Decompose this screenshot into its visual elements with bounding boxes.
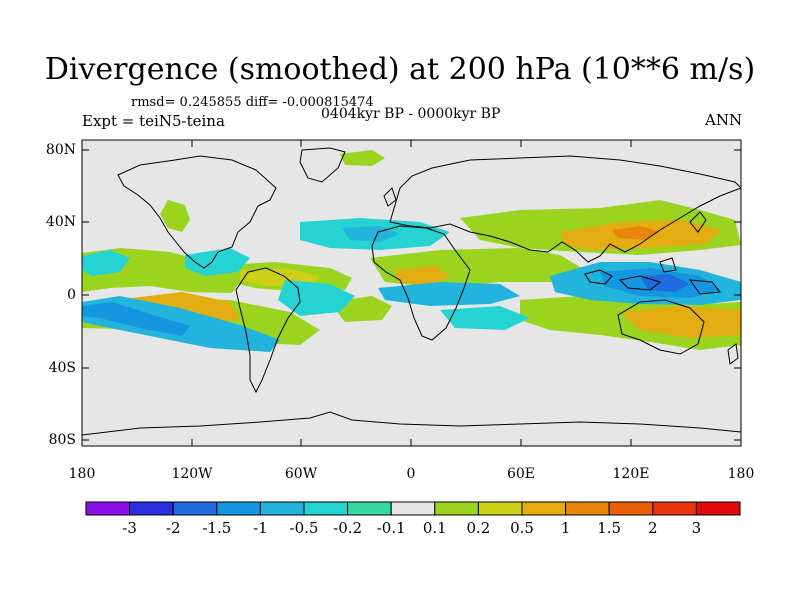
season-label: ANN: [705, 111, 743, 129]
colorbar-level-label: -3: [122, 519, 137, 537]
divergence-field: [82, 150, 741, 352]
colorbar-level-label: 1.5: [597, 519, 622, 537]
lat-label: 40N: [45, 214, 76, 230]
field-pos-core-asia-red: [612, 226, 660, 240]
colorbar-level-label: -1: [253, 519, 268, 537]
field-neg-n-pacific: [82, 250, 130, 276]
colorbar-level-label: 1: [560, 519, 571, 537]
coast-south-america: [235, 267, 301, 394]
field-neg-eq-africa: [378, 282, 520, 306]
colorbar: [85, 501, 741, 516]
lon-label: 120W: [171, 466, 213, 482]
rmsd-diff-stats: rmsd= 0.245855 diff= -0.000815474: [131, 95, 374, 110]
lat-label: 80S: [48, 432, 76, 448]
colorbar-level-label: -1.5: [202, 519, 232, 537]
lon-label: 60E: [506, 466, 536, 482]
colorbar-swatch: [608, 501, 654, 516]
colorbar-level-label: 0.5: [510, 519, 534, 537]
field-neg-c-pacific: [185, 248, 250, 276]
colorbar-swatch: [695, 501, 741, 516]
colorbar-swatch: [390, 501, 436, 516]
field-neg-s-indian: [440, 306, 530, 330]
lon-label: 180: [68, 466, 96, 482]
colorbar-level-label: 2: [648, 519, 658, 537]
colorbar-swatch: [434, 501, 479, 516]
colorbar-swatch: [172, 501, 218, 516]
field-neg-s-atlantic: [278, 280, 355, 316]
coast-australia: [617, 299, 705, 355]
colorbar-swatch: [477, 501, 523, 516]
experiment-label: Expt = teiN5-teina: [82, 112, 225, 130]
colorbar-swatch: [259, 501, 305, 516]
lon-label: 0: [406, 466, 416, 482]
colorbar-level-label: -2: [165, 519, 181, 537]
lat-label: 0: [67, 287, 76, 303]
lat-label: 40S: [48, 360, 76, 376]
colorbar-swatch: [85, 501, 131, 516]
field-neg-core-s-pacific: [82, 302, 190, 336]
colorbar-level-label: 3: [691, 519, 702, 537]
colorbar-level-label: 0.2: [466, 519, 491, 537]
colorbar-swatch: [129, 501, 174, 516]
colorbar-level-label: 0.1: [422, 519, 447, 537]
field-pos-greenland: [340, 150, 385, 166]
colorbar-swatch: [303, 501, 349, 516]
coast-north-america: [117, 155, 277, 269]
colorbar-swatch: [652, 501, 697, 516]
coast-eurasia: [389, 155, 741, 263]
field-pos-n-america: [160, 200, 190, 232]
coast-new-zealand: [727, 343, 739, 365]
colorbar-swatch: [216, 501, 261, 516]
lon-label: 60W: [284, 466, 318, 482]
colorbar-level-label: -0.1: [376, 519, 406, 537]
lon-label: 180: [727, 466, 755, 482]
axis-ticks: [81, 140, 742, 446]
plot-title: Divergence (smoothed) at 200 hPa (10**6 …: [44, 52, 756, 87]
coast-greenland: [299, 147, 346, 183]
coast-uk: [383, 187, 397, 207]
colorbar-swatch: [347, 501, 392, 516]
time-period-label: 0404kyr BP - 0000kyr BP: [321, 106, 501, 122]
coastlines: [82, 147, 741, 436]
coast-antarctica: [82, 411, 741, 436]
lat-label: 80N: [45, 142, 76, 158]
colorbar-level-label: -0.5: [289, 519, 319, 537]
coast-japan: [689, 211, 707, 233]
coast-maritime-islands: [584, 257, 721, 295]
field-pos-core-australia: [620, 306, 741, 338]
colorbar-swatch: [565, 501, 610, 516]
colorbar-swatch: [521, 501, 567, 516]
coast-africa: [371, 225, 471, 341]
colorbar-level-label: -0.2: [333, 519, 363, 537]
field-pos-core-africa: [395, 266, 450, 286]
lon-label: 120E: [612, 466, 650, 482]
